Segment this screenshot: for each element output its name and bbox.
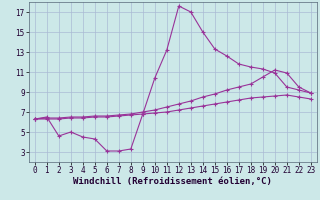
X-axis label: Windchill (Refroidissement éolien,°C): Windchill (Refroidissement éolien,°C) <box>73 177 272 186</box>
